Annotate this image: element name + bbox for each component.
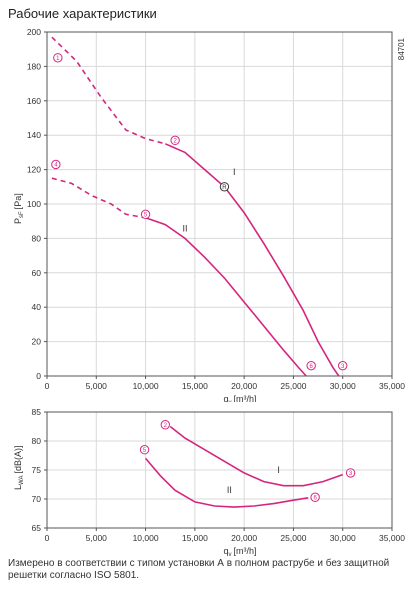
sound-power-chart: 0 5,000 10,000 15,000 20,000 25,000 30,000 35,0… — [13, 407, 405, 558]
y-tick-label: 100 — [27, 199, 41, 209]
point-marker-label: 2 — [173, 139, 177, 145]
point-marker-label: 2 — [164, 423, 168, 429]
point-marker-1 — [53, 53, 63, 63]
curve-ii-line — [144, 457, 309, 508]
point-marker-label: 6 — [313, 496, 317, 502]
point-marker-6 — [306, 360, 316, 371]
point-marker-label: 3 — [341, 364, 345, 370]
point-marker-6 — [310, 492, 320, 502]
point-marker-label: 4 — [54, 163, 58, 169]
x-axis-subscript: v — [229, 400, 232, 402]
x-axis-symbol: q — [224, 394, 229, 402]
y-tick-label: 120 — [27, 165, 41, 175]
x-axis-unit: [m³/h] — [234, 394, 257, 402]
x-tick-label: 30,000 — [330, 381, 356, 391]
point-marker-4 — [51, 159, 61, 170]
point-marker-3 — [345, 468, 356, 478]
x-axis-label: qv[m³/h] — [224, 546, 257, 558]
x-tick-label: 15,000 — [182, 533, 208, 543]
pressure-curve-chart: 0 5,000 10,000 15,000 20,000 25,000 30,000 35,0… — [13, 27, 406, 402]
x-tick-label: 30,000 — [330, 533, 356, 543]
y-tick-label: 80 — [32, 233, 42, 243]
footnote: Измерено в соответствии с типом установк… — [8, 558, 390, 581]
plot-frame — [46, 31, 393, 377]
y-tick-label: 85 — [32, 407, 42, 417]
x-tick-label: 5,000 — [86, 533, 108, 543]
y-tick-label: 70 — [32, 494, 42, 504]
point-marker-label: 6 — [309, 364, 313, 370]
x-axis-symbol: q — [224, 546, 229, 556]
y-axis-label: PsF [Pa] — [13, 193, 25, 224]
x-tick-label: 20,000 — [231, 381, 257, 391]
curve-i-line — [164, 143, 340, 377]
y-axis-subscript: sF — [19, 211, 25, 218]
y-tick-label: 180 — [27, 61, 41, 71]
y-axis-unit: [Pa] — [13, 193, 23, 209]
curve-i-dashed-line — [51, 36, 166, 145]
point-marker-5 — [140, 209, 151, 220]
y-tick-label: 20 — [32, 337, 42, 347]
curve-i-line — [169, 425, 343, 487]
point-marker-label: 5 — [143, 448, 147, 454]
x-tick-label: 35,000 — [379, 381, 405, 391]
y-axis-subscript: WA — [19, 476, 25, 485]
y-axis-unit: [dB(A)] — [13, 446, 23, 474]
x-tick-label: 0 — [45, 381, 50, 391]
x-tick-label: 10,000 — [133, 381, 159, 391]
x-tick-label: 25,000 — [280, 533, 306, 543]
curve-label: II — [182, 224, 187, 234]
point-marker-2 — [170, 135, 180, 146]
curve-ii-line — [145, 217, 307, 377]
y-tick-label: 200 — [27, 27, 41, 37]
y-tick-label: 140 — [27, 130, 41, 140]
curve-ii-dashed-line — [51, 177, 146, 219]
plot-frame — [46, 411, 393, 529]
y-axis-label: LWA [dB(A)] — [13, 446, 25, 490]
x-tick-label: 5,000 — [86, 381, 108, 391]
point-marker-label: R — [222, 185, 227, 191]
point-marker-2 — [160, 420, 170, 430]
point-marker-3 — [338, 360, 348, 371]
x-tick-label: 25,000 — [280, 381, 306, 391]
x-axis-label: qv[m³/h] — [224, 394, 257, 402]
x-tick-label: 35,000 — [379, 533, 405, 543]
x-axis-unit: [m³/h] — [234, 546, 257, 556]
y-tick-label: 160 — [27, 96, 41, 106]
y-tick-label: 75 — [32, 465, 42, 475]
y-tick-label: 80 — [32, 436, 42, 446]
curve-label: II — [227, 485, 232, 495]
y-tick-label: 65 — [32, 523, 42, 533]
x-tick-label: 20,000 — [231, 533, 257, 543]
curve-label: I — [233, 167, 236, 177]
y-axis-symbol: L — [13, 485, 23, 490]
y-tick-label: 40 — [32, 302, 42, 312]
curve-label: I — [277, 465, 280, 475]
page-title: Рабочие характеристики — [8, 6, 157, 21]
point-marker-label: 5 — [144, 213, 148, 219]
point-marker-5 — [139, 445, 150, 455]
point-marker-label: 1 — [56, 56, 60, 62]
drawing-number: 84701 — [397, 37, 406, 60]
x-axis-subscript: v — [229, 552, 232, 558]
x-tick-label: 0 — [45, 533, 50, 543]
point-marker-label: 3 — [349, 471, 353, 477]
x-tick-label: 10,000 — [133, 533, 159, 543]
rating-point-marker — [219, 182, 230, 192]
y-tick-label: 60 — [32, 268, 42, 278]
x-tick-label: 15,000 — [182, 381, 208, 391]
y-tick-label: 0 — [36, 371, 41, 381]
y-axis-symbol: P — [13, 218, 23, 224]
